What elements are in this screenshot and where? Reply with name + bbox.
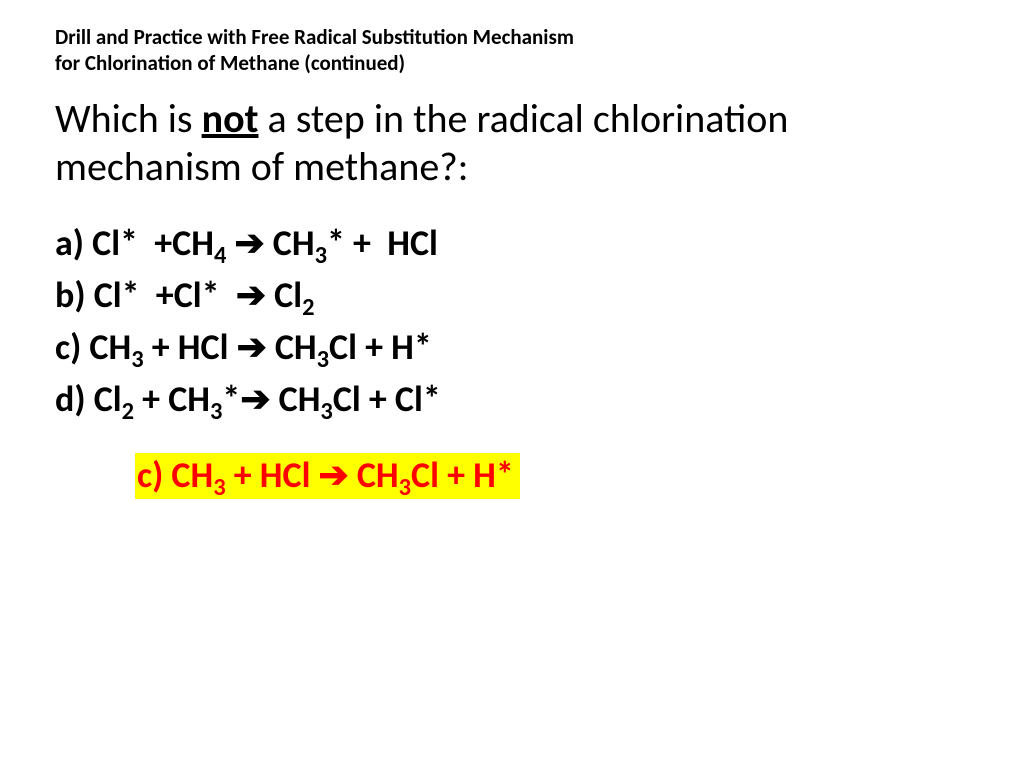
answer-block: c) CH3 + HCl ➔ CH3Cl + H*: [135, 453, 969, 499]
header-line-1: Drill and Practice with Free Radical Sub…: [55, 24, 574, 50]
arrow-icon: ➔: [237, 326, 267, 367]
header-line-2: for Chlorination of Methane (continued): [55, 50, 405, 76]
question-emph: not: [202, 94, 259, 143]
arrow-icon: ➔: [235, 222, 265, 263]
arrow-icon: ➔: [240, 378, 270, 419]
arrow-icon: ➔: [319, 454, 349, 495]
option-a: a) Cl* +CH4 ➔ CH3* + HCl: [55, 217, 969, 269]
option-b: b) Cl* +Cl* ➔ Cl2: [55, 269, 969, 321]
options-list: a) Cl* +CH4 ➔ CH3* + HCl b) Cl* +Cl* ➔ C…: [55, 217, 969, 426]
answer-highlight: c) CH3 + HCl ➔ CH3Cl + H*: [135, 453, 520, 499]
question-pre: Which is: [55, 94, 202, 143]
option-d: d) Cl2 + CH3*➔ CH3Cl + Cl*: [55, 373, 969, 425]
slide-header: Drill and Practice with Free Radical Sub…: [55, 24, 969, 77]
arrow-icon: ➔: [236, 274, 266, 315]
question-text: Which is not a step in the radical chlor…: [55, 95, 969, 191]
option-c: c) CH3 + HCl ➔ CH3Cl + H*: [55, 321, 969, 373]
